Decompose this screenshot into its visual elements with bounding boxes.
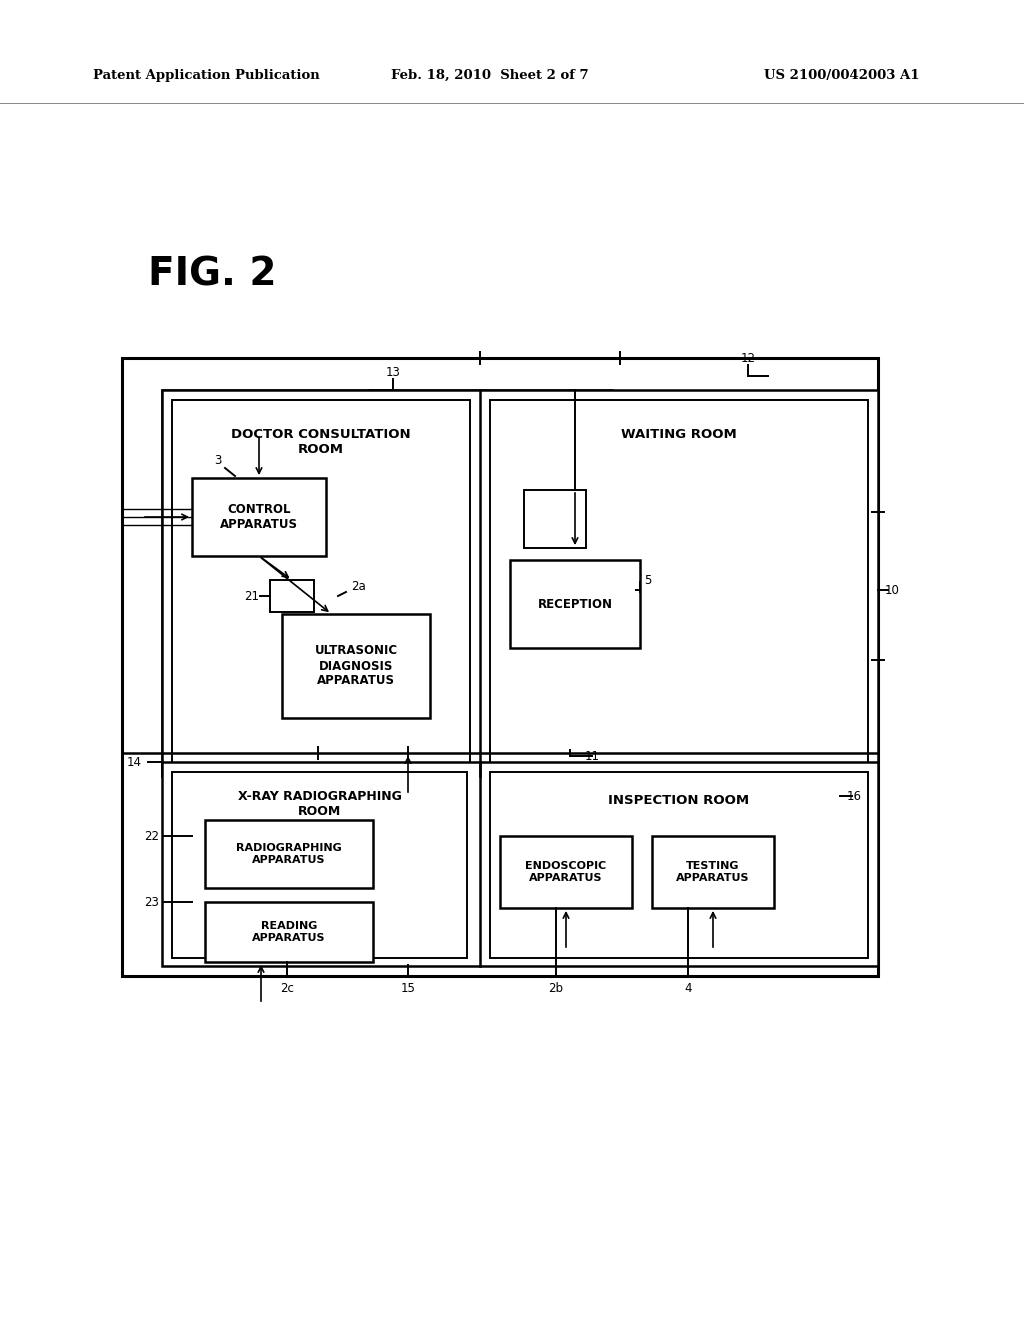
Text: 22: 22 [144,829,160,842]
Text: 3: 3 [214,454,221,466]
Text: 12: 12 [740,351,756,364]
Text: US 2100/0042003 A1: US 2100/0042003 A1 [765,69,920,82]
Bar [282,614,430,718]
Bar [490,772,868,958]
Text: 23: 23 [144,895,160,908]
Bar [524,490,586,548]
Text: FIG. 2: FIG. 2 [148,256,276,294]
Bar [162,389,878,776]
Text: TESTING
APPARATUS: TESTING APPARATUS [676,861,750,883]
Bar [172,772,467,958]
Text: 21: 21 [245,590,259,602]
Bar [500,836,632,908]
Bar [193,478,326,556]
Bar [172,400,470,768]
Text: Patent Application Publication: Patent Application Publication [93,69,319,82]
Text: 2a: 2a [350,579,366,593]
Bar [652,836,774,908]
Text: 14: 14 [127,755,141,768]
Text: CONTROL
APPARATUS: CONTROL APPARATUS [220,503,298,531]
Text: WAITING ROOM: WAITING ROOM [622,429,737,441]
Bar [193,807,386,974]
Text: 13: 13 [386,366,400,379]
Text: X-RAY RADIOGRAPHING
ROOM: X-RAY RADIOGRAPHING ROOM [238,789,401,818]
Text: 2b: 2b [549,982,563,994]
Text: ENDOSCOPIC
APPARATUS: ENDOSCOPIC APPARATUS [525,861,606,883]
Text: 11: 11 [585,750,599,763]
Bar [270,579,314,612]
Text: DOCTOR CONSULTATION
ROOM: DOCTOR CONSULTATION ROOM [231,428,411,455]
Text: READING
APPARATUS: READING APPARATUS [252,921,326,942]
Bar [162,389,612,776]
Bar [205,902,373,962]
Text: RECEPTION: RECEPTION [538,598,612,610]
Text: 4: 4 [684,982,692,994]
Text: INSPECTION ROOM: INSPECTION ROOM [608,793,750,807]
Bar [162,762,878,966]
Bar [510,560,640,648]
Text: 5: 5 [644,573,651,586]
Text: ULTRASONIC
DIAGNOSIS
APPARATUS: ULTRASONIC DIAGNOSIS APPARATUS [314,644,397,688]
Bar [122,358,878,975]
Text: 16: 16 [847,789,861,803]
Bar [205,820,373,888]
Text: 10: 10 [885,583,899,597]
Text: 2c: 2c [280,982,294,994]
Bar [490,400,868,768]
Text: RADIOGRAPHING
APPARATUS: RADIOGRAPHING APPARATUS [237,843,342,865]
Text: 15: 15 [400,982,416,994]
Text: Feb. 18, 2010  Sheet 2 of 7: Feb. 18, 2010 Sheet 2 of 7 [391,69,589,82]
